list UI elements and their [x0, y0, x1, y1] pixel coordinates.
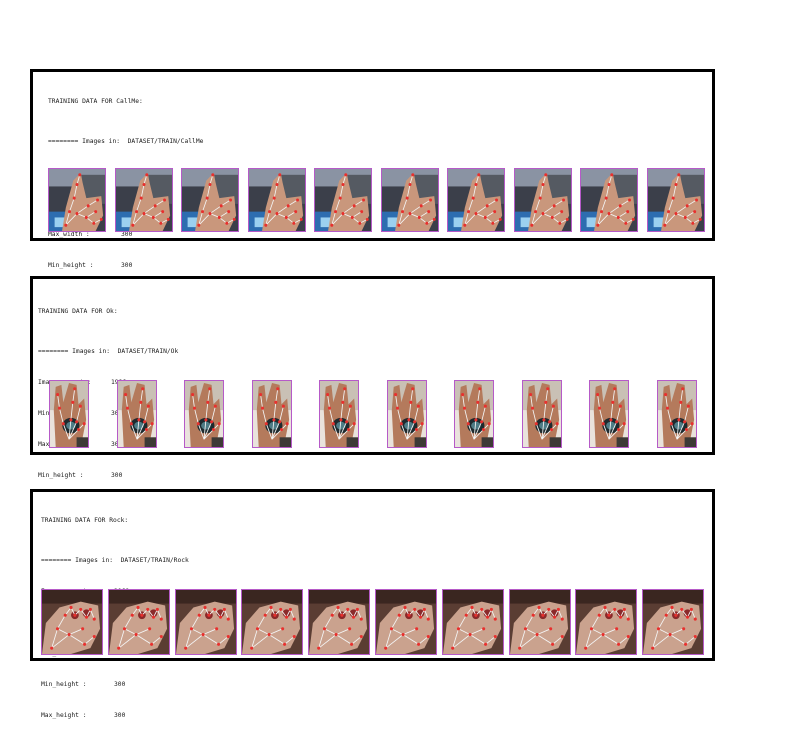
sample-thumbnail	[380, 168, 439, 232]
sample-thumbnail	[508, 589, 571, 655]
sample-thumbnail	[116, 380, 157, 448]
stat-value: 300	[111, 472, 123, 480]
panel-title: TRAINING DATA FOR Ok:	[38, 307, 118, 315]
panel-title: TRAINING DATA FOR CallMe:	[48, 97, 143, 105]
stat-key: Min_height :	[41, 681, 87, 689]
sample-thumbnail	[308, 589, 371, 655]
sample-thumbnail	[656, 380, 697, 448]
sample-thumbnail	[441, 589, 504, 655]
sample-thumbnail	[314, 168, 372, 232]
sample-thumbnail	[386, 380, 427, 448]
sample-thumbnail	[48, 168, 106, 232]
stat-key: Min_height :	[48, 262, 94, 270]
stat-key: Max_height :	[41, 711, 87, 719]
stat-value: 300	[121, 231, 133, 239]
stat-row: Max_height : 300	[41, 711, 189, 721]
stat-row: Min_height : 300	[41, 680, 189, 690]
sample-thumbnail	[181, 168, 239, 232]
sample-thumbnail	[174, 589, 237, 655]
sample-thumbnail	[375, 589, 437, 655]
sample-thumbnail	[521, 380, 562, 448]
sample-thumbnail	[646, 168, 705, 232]
images-in-line: ======== Images in: DATASET/TRAIN/CallMe	[48, 138, 204, 146]
sample-thumbnail	[247, 168, 306, 232]
training-data-panel-ok: TRAINING DATA FOR Ok: ======== Images in…	[30, 276, 715, 510]
stat-row: Min_height : 300	[38, 471, 178, 481]
training-data-panel-callme: TRAINING DATA FOR CallMe: ======== Image…	[30, 69, 715, 300]
sample-thumbnail	[184, 380, 224, 448]
sample-thumbnail	[575, 589, 638, 655]
stat-value: 300	[114, 681, 126, 689]
sample-thumbnail	[251, 380, 292, 448]
thumbnail-strip	[33, 589, 712, 655]
sample-thumbnail	[454, 380, 494, 448]
sample-thumbnail	[589, 380, 629, 448]
sample-thumbnail	[642, 589, 705, 655]
sample-thumbnail	[107, 589, 170, 655]
stat-key: Max_width :	[48, 231, 90, 239]
sample-thumbnail	[114, 168, 173, 232]
images-in-line: ======== Images in: DATASET/TRAIN/Ok	[38, 348, 179, 356]
sample-thumbnail	[319, 380, 359, 448]
thumbnail-strip	[33, 380, 712, 448]
stat-value: 300	[121, 262, 133, 270]
panel-title: TRAINING DATA FOR Rock:	[41, 516, 129, 524]
sample-thumbnail	[513, 168, 572, 232]
stat-key: Min_height :	[38, 472, 84, 480]
sample-thumbnail	[41, 589, 103, 655]
sample-thumbnail	[580, 168, 638, 232]
thumbnail-strip	[33, 168, 712, 232]
sample-thumbnail	[49, 380, 89, 448]
sample-thumbnail	[241, 589, 304, 655]
stat-row: Max_width : 300	[48, 230, 203, 240]
stat-value: 300	[114, 711, 126, 719]
images-in-line: ======== Images in: DATASET/TRAIN/Rock	[41, 557, 189, 565]
training-data-panel-rock: TRAINING DATA FOR Rock: ======== Images …	[30, 489, 715, 719]
stat-row: Min_height : 300	[48, 261, 203, 271]
sample-thumbnail	[447, 168, 505, 232]
